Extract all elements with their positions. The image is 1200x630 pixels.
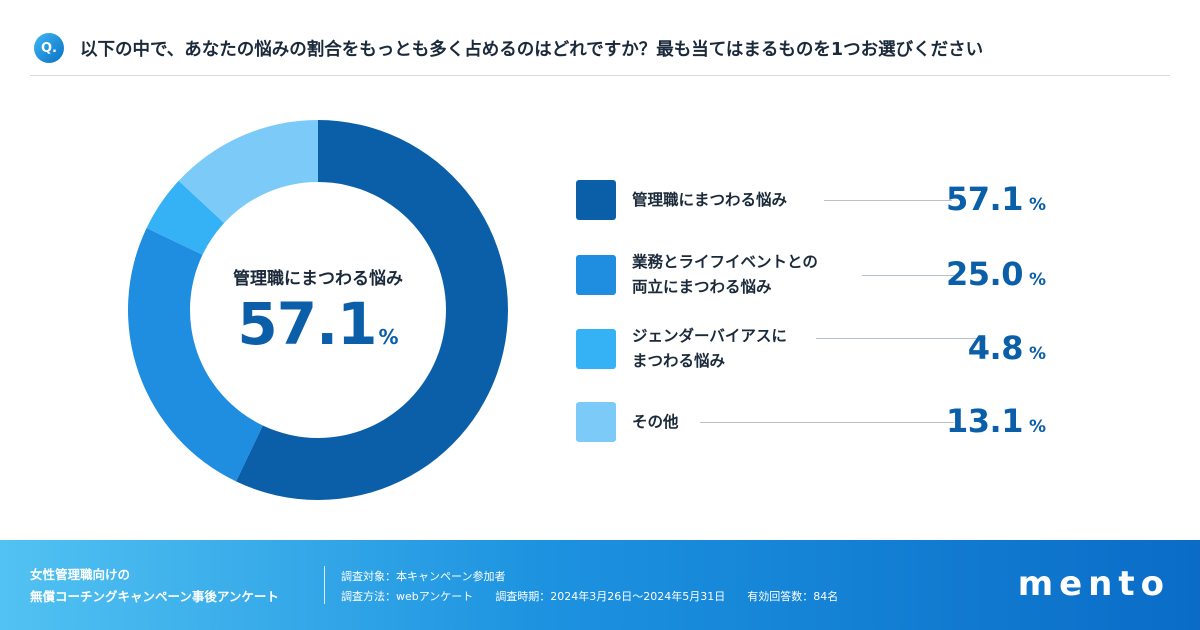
legend-label-line1: 業務とライフイベントとの [632, 253, 818, 271]
center-label: 管理職にまつわる悩み [233, 269, 403, 289]
footer-divider [324, 566, 325, 604]
legend-label-line1: ジェンダーバイアスに [632, 327, 787, 345]
survey-responses: 有効回答数：84名 [747, 590, 839, 603]
legend-label: ジェンダーバイアスに まつわる悩み [632, 324, 787, 374]
donut-slice-3 [146, 180, 225, 255]
legend-value-unit: % [1028, 344, 1046, 364]
legend-value-unit: % [1028, 417, 1046, 437]
survey-info: 調査対象：本キャンペーン参加者 調査方法：webアンケート 調査時期：2024年3… [341, 567, 838, 607]
brand-logo: mento [1017, 564, 1170, 604]
legend-value-number: 13.1 [946, 402, 1023, 440]
legend-leader-line [862, 275, 954, 276]
legend-value-number: 57.1 [946, 180, 1023, 218]
survey-title: 女性管理職向けの 無償コーチングキャンペーン事後アンケート [30, 564, 279, 608]
question-text: 以下の中で、あなたの悩みの割合をもっとも多く占めるのはどれですか？最も当てはまる… [80, 40, 984, 60]
legend-leader-line [824, 200, 952, 201]
legend-value-number: 4.8 [967, 329, 1024, 367]
legend-value-unit: % [1028, 195, 1046, 215]
legend-item-gender-bias: ジェンダーバイアスに まつわる悩み 4.8% [576, 327, 1076, 387]
legend-label-line2: まつわる悩み [632, 352, 726, 370]
question-badge: Q. [34, 33, 64, 63]
header: Q. 以下の中で、あなたの悩みの割合をもっとも多く占めるのはどれですか？最も当て… [30, 28, 1170, 76]
survey-details: 調査方法：webアンケート 調査時期：2024年3月26日〜2024年5月31日 有… [341, 587, 838, 607]
legend-item-management: 管理職にまつわる悩み 57.1% [576, 178, 1076, 238]
survey-method: 調査方法：webアンケート [341, 590, 474, 603]
legend-leader-line [816, 338, 986, 339]
donut-chart [128, 120, 508, 500]
legend-item-other: その他 13.1% [576, 400, 1076, 460]
legend-value: 57.1% [946, 180, 1046, 218]
center-value: 57.1% [190, 290, 446, 358]
legend-value-unit: % [1028, 270, 1046, 290]
legend-swatch [576, 255, 616, 295]
legend-value-number: 25.0 [946, 255, 1023, 293]
center-value-unit: % [378, 325, 399, 349]
footer: 女性管理職向けの 無償コーチングキャンペーン事後アンケート 調査対象：本キャンペ… [0, 540, 1200, 630]
center-value-number: 57.1 [237, 290, 377, 358]
legend-swatch [576, 180, 616, 220]
legend-label: その他 [632, 413, 679, 431]
legend-label: 業務とライフイベントとの 両立にまつわる悩み [632, 250, 818, 300]
survey-title-line2: 無償コーチングキャンペーン事後アンケート [30, 589, 279, 604]
legend-item-work-life: 業務とライフイベントとの 両立にまつわる悩み 25.0% [576, 253, 1076, 313]
survey-title-line1: 女性管理職向けの [30, 567, 131, 582]
legend-swatch [576, 329, 616, 369]
donut-slice-2 [128, 228, 263, 482]
survey-target: 調査対象：本キャンペーン参加者 [341, 570, 506, 583]
legend-value: 4.8% [968, 329, 1046, 367]
survey-period: 調査時期：2024年3月26日〜2024年5月31日 [495, 590, 726, 603]
donut-slice-1 [236, 120, 508, 500]
donut-slice-4 [178, 120, 318, 223]
legend-value: 25.0% [946, 255, 1046, 293]
legend-swatch [576, 402, 616, 442]
legend-label: 管理職にまつわる悩み [632, 191, 788, 209]
legend-value: 13.1% [946, 402, 1046, 440]
legend-label-line2: 両立にまつわる悩み [632, 278, 772, 296]
legend-leader-line [700, 422, 954, 423]
